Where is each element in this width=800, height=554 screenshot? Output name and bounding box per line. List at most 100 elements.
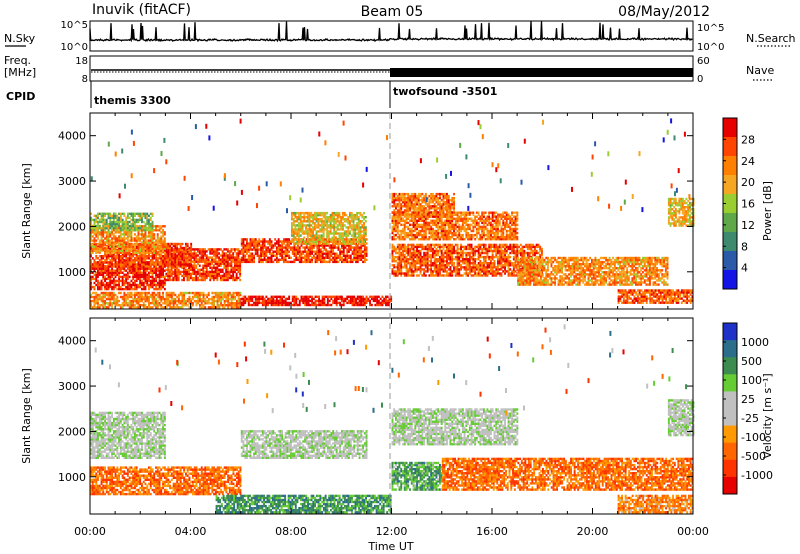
cell-0-7 xyxy=(314,250,317,253)
cell-0-1 xyxy=(279,303,282,307)
cell-0-0 xyxy=(139,295,142,299)
cell-0-4 xyxy=(90,253,92,256)
cell-0-0 xyxy=(190,299,193,303)
cell-0-0 xyxy=(237,295,240,299)
cell-0-9 xyxy=(430,221,433,225)
cell-0-2 xyxy=(116,279,119,283)
cell-0-7 xyxy=(307,250,310,253)
cell-0-7 xyxy=(318,244,320,247)
cell-0-3 xyxy=(237,256,240,259)
cell-0-0 xyxy=(181,299,184,303)
cell-0-2 xyxy=(151,277,154,281)
cell-0-6 xyxy=(93,228,96,232)
cell-0-5 xyxy=(130,231,133,234)
cell-0-8 xyxy=(347,226,350,229)
cell-0-7 xyxy=(298,256,301,259)
cell-0-8 xyxy=(364,220,367,223)
cell-0-7 xyxy=(342,248,345,251)
cell-0-8 xyxy=(296,230,299,233)
cell-0-8 xyxy=(319,236,321,239)
cell-0-7 xyxy=(302,256,305,259)
cell-0-0 xyxy=(167,297,170,301)
cell-0-4 xyxy=(148,257,150,260)
cell-0-4 xyxy=(95,255,98,258)
cell-0-0 xyxy=(162,295,164,299)
cell-0-0 xyxy=(165,306,168,309)
cell-0-9 xyxy=(446,219,448,222)
cell-0-1 xyxy=(284,297,287,301)
cell-0-8 xyxy=(336,238,339,241)
cell-0-9 xyxy=(483,231,485,235)
cell-0-7 xyxy=(341,256,343,259)
cell-0-8 xyxy=(308,213,311,217)
cell-0-7 xyxy=(256,250,259,253)
cell-0-9 xyxy=(410,213,413,216)
cell-0-9 xyxy=(423,223,426,227)
cell-0-0 xyxy=(104,295,106,299)
cell-0-7 xyxy=(242,240,245,243)
cell-0-0 xyxy=(134,304,136,307)
cell-0-9 xyxy=(426,227,429,231)
cell-0-3 xyxy=(239,278,242,282)
cell-0-4 xyxy=(176,244,179,248)
cell-0-6 xyxy=(121,220,124,224)
cell-0-1 xyxy=(377,303,380,307)
cell-0-8 xyxy=(359,236,362,239)
cpid-label: CPID xyxy=(6,90,35,103)
cell-0-9 xyxy=(410,229,413,233)
cell-0-1 xyxy=(362,297,364,301)
cell-0-3 xyxy=(212,270,215,274)
cell-0-8 xyxy=(345,213,348,217)
cell-0-0 xyxy=(197,295,200,299)
cell-0-6 xyxy=(125,218,128,222)
cell-0-3 xyxy=(235,276,238,280)
cell-0-2 xyxy=(121,287,124,291)
cell-0-7 xyxy=(251,238,254,241)
cell-0-6 xyxy=(105,212,108,215)
cell-0-4 xyxy=(116,250,119,254)
cell-0-4 xyxy=(162,255,164,258)
cell-0-4 xyxy=(153,253,156,256)
cell-0-1 xyxy=(265,301,268,305)
cell-0-7 xyxy=(346,250,349,253)
cell-0-8 xyxy=(363,211,365,215)
cell-0-5 xyxy=(130,245,133,248)
cell-0-7 xyxy=(330,244,333,247)
cell-0-1 xyxy=(297,303,299,307)
cell-0-0 xyxy=(199,291,201,295)
cell-0-5 xyxy=(155,239,157,242)
cell-0-2 xyxy=(155,275,157,279)
cell-0-8 xyxy=(350,213,353,217)
cell-0-0 xyxy=(132,299,135,303)
cell-0-9 xyxy=(426,211,429,214)
cell-0-0 xyxy=(225,293,228,297)
cell-0-4 xyxy=(137,263,140,266)
cell-0-0 xyxy=(162,291,164,295)
cell-0-8 xyxy=(319,224,321,227)
cell-0-7 xyxy=(256,240,259,243)
cell-0-5 xyxy=(128,239,131,242)
cell-0-7 xyxy=(277,252,280,255)
cell-0-9 xyxy=(430,215,433,218)
cell-0-5 xyxy=(111,237,113,240)
cell-0-7 xyxy=(244,238,247,241)
cell-0-9 xyxy=(486,233,489,237)
cell-0-7 xyxy=(270,254,273,257)
cell-0-7 xyxy=(272,260,275,264)
cell-0-2 xyxy=(97,275,99,279)
cell-0-2 xyxy=(163,275,166,279)
cell-0-6 xyxy=(130,214,133,217)
cell-0-9 xyxy=(463,219,466,222)
cell-0-2 xyxy=(128,269,131,272)
cell-0-3 xyxy=(230,264,233,267)
cell-0-6 xyxy=(123,222,126,226)
cell-0-5 xyxy=(121,241,124,244)
cell-0-9 xyxy=(433,233,436,237)
cell-0-5 xyxy=(100,245,103,248)
cell-0-0 xyxy=(169,293,171,297)
cell-0-4 xyxy=(102,255,105,258)
cell-0-4 xyxy=(176,261,179,264)
cell-0-2 xyxy=(158,285,161,289)
cell-0-3 xyxy=(219,270,222,274)
cell-0-4 xyxy=(170,265,173,268)
